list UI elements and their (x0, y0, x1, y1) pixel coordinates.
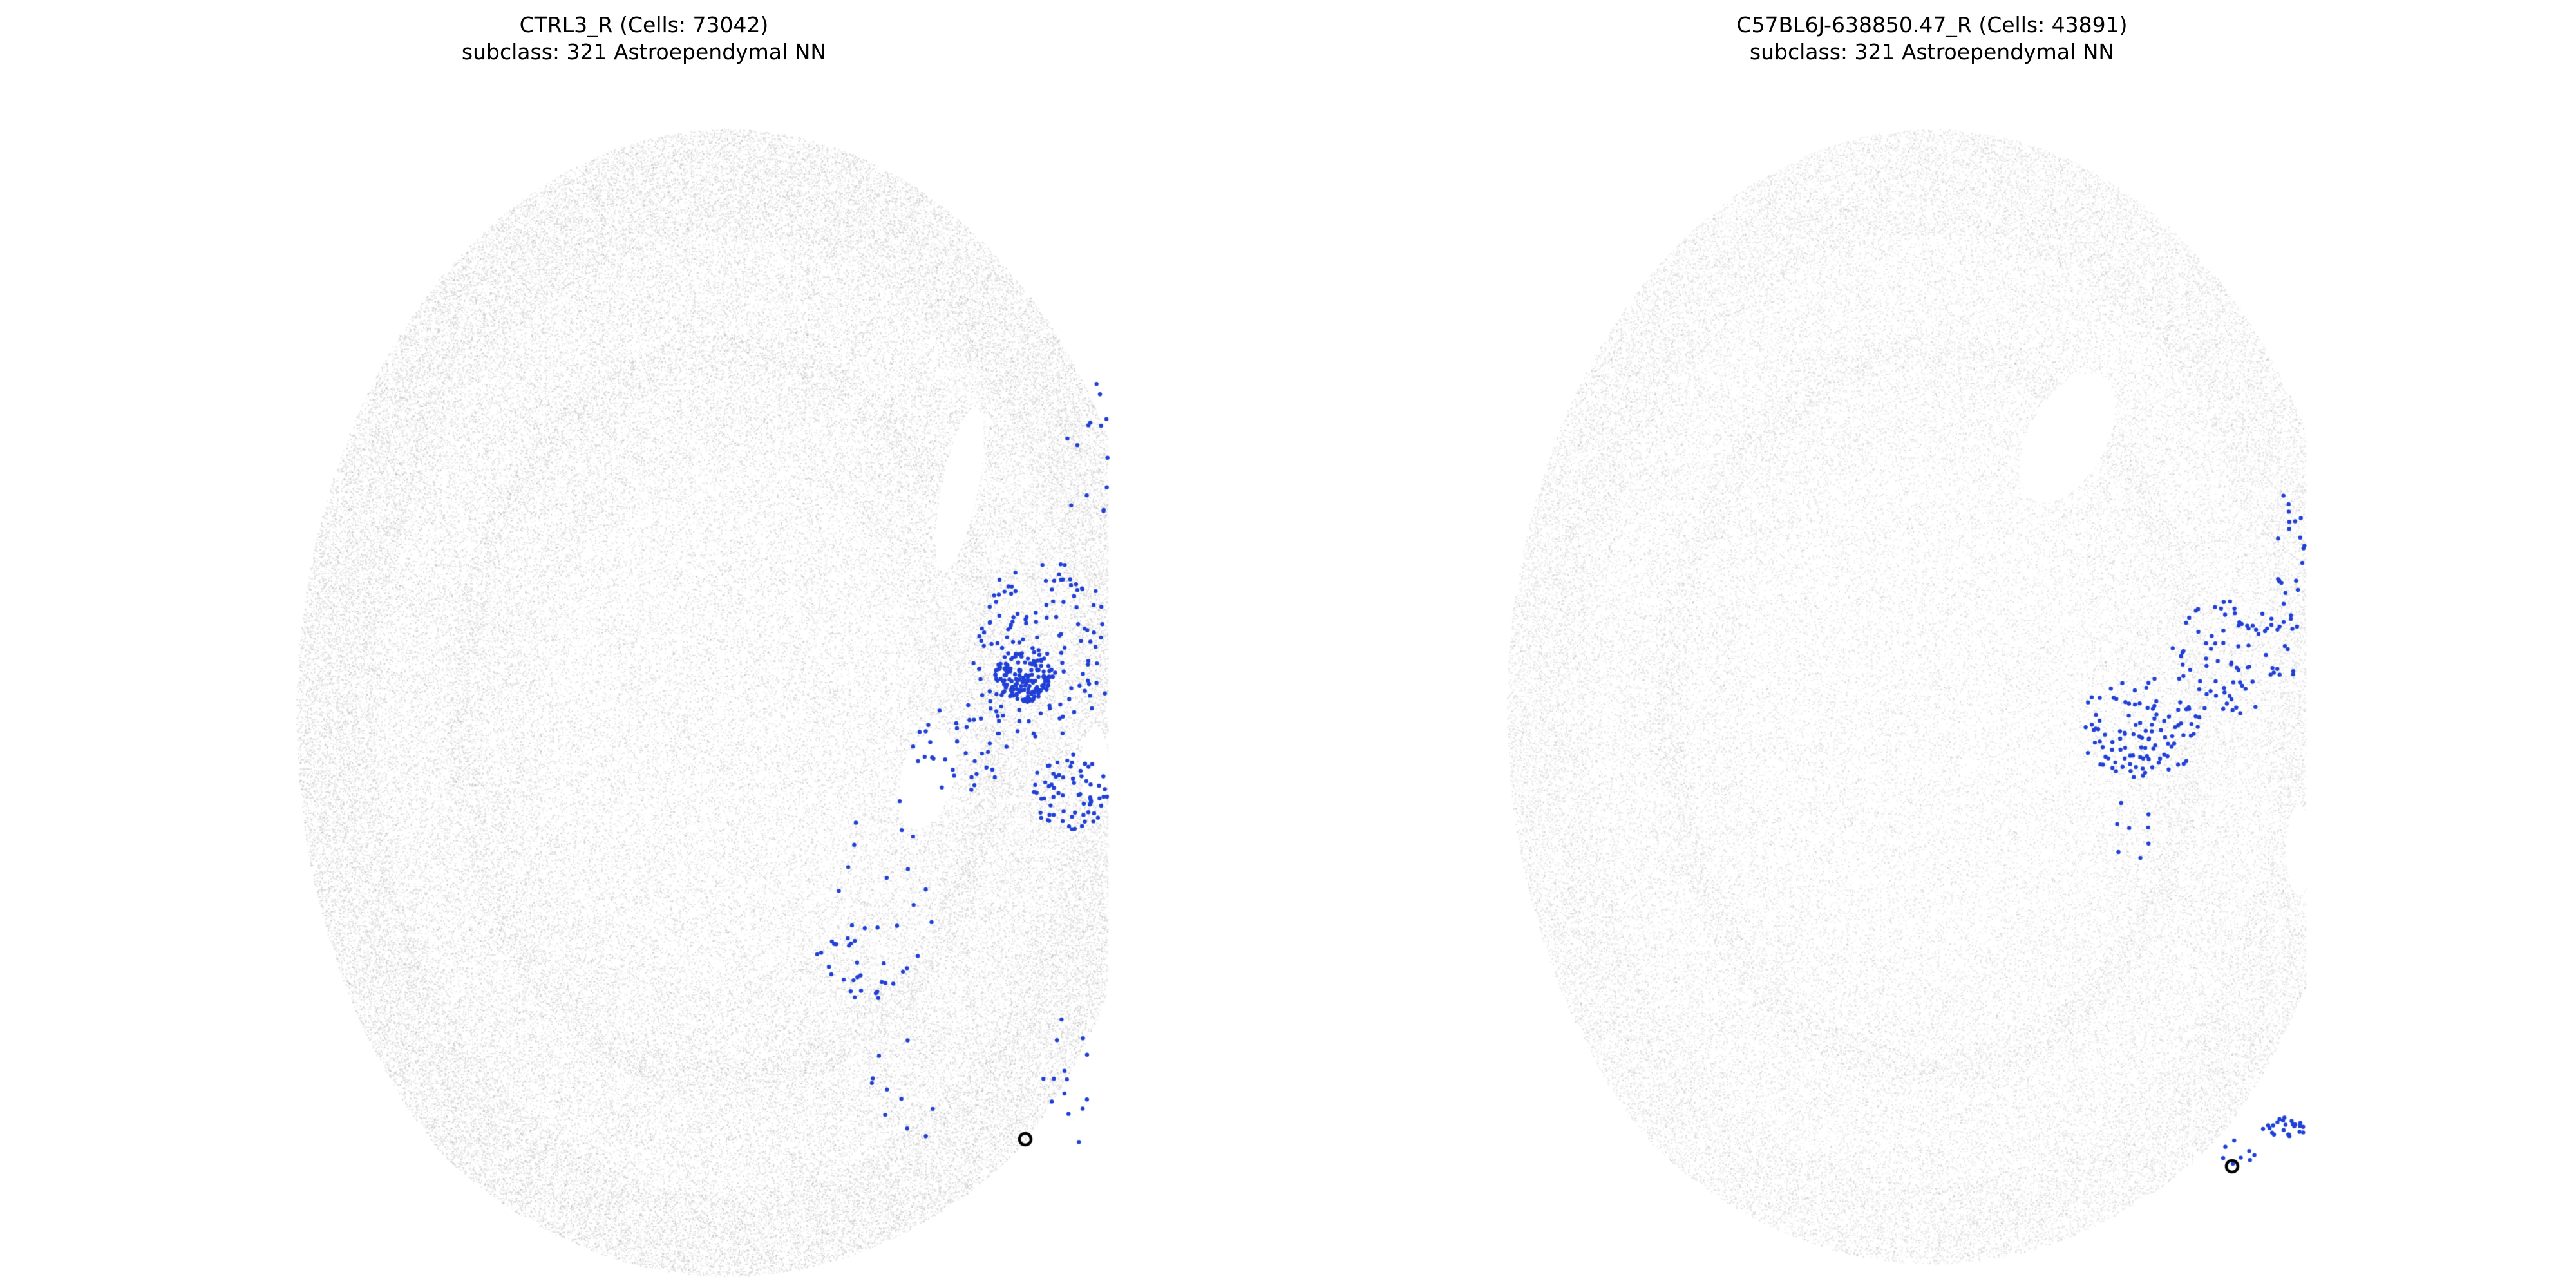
left-brain-section-panel: CTRL3_R (Cells: 73042) subclass: 321 Ast… (0, 0, 1288, 1288)
right-title-line2: subclass: 321 Astroependymal NN (1749, 39, 2115, 64)
left-title-line1: CTRL3_R (Cells: 73042) (519, 12, 769, 37)
left-tissue-scatter (0, 0, 1288, 1288)
right-title-line1: C57BL6J-638850.47_R (Cells: 43891) (1736, 12, 2128, 37)
left-panel-title: CTRL3_R (Cells: 73042) subclass: 321 Ast… (0, 12, 1288, 66)
left-title-line2: subclass: 321 Astroependymal NN (461, 39, 827, 64)
right-tissue-scatter (1288, 0, 2576, 1288)
right-panel-title: C57BL6J-638850.47_R (Cells: 43891) subcl… (1288, 12, 2576, 66)
right-brain-section-panel: C57BL6J-638850.47_R (Cells: 43891) subcl… (1288, 0, 2576, 1288)
